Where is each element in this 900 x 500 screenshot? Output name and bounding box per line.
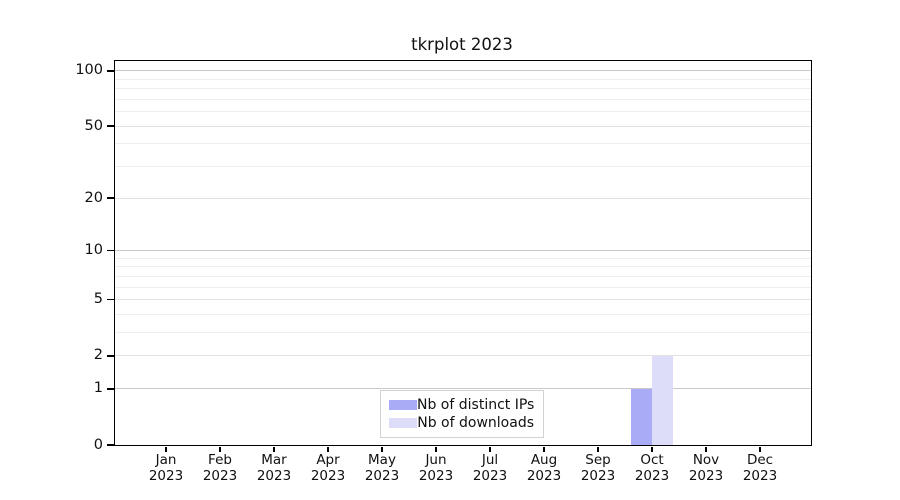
x-tick-label-year: 2023 [742, 467, 778, 484]
x-tick-label: Jan 2023 [139, 452, 193, 484]
y-tick-label: 50 [84, 117, 103, 134]
gridline [115, 314, 811, 315]
gridline [115, 143, 811, 145]
x-axis-tick [327, 446, 329, 452]
y-axis-tick [107, 444, 115, 446]
x-axis-tick [597, 446, 599, 452]
x-tick-label-year: 2023 [148, 467, 184, 484]
x-tick-label-year: 2023 [418, 467, 454, 484]
gridline [115, 275, 811, 277]
gridline [115, 355, 811, 357]
x-tick-label: Sep 2023 [571, 452, 625, 484]
bar-downloads [652, 355, 673, 445]
x-tick-label-year: 2023 [472, 467, 508, 484]
x-axis-tick [759, 446, 761, 452]
gridline [115, 166, 811, 168]
gridline [115, 266, 811, 268]
x-axis-tick [543, 446, 545, 452]
y-axis-tick [107, 249, 115, 252]
y-axis-tick [107, 355, 115, 357]
gridline [115, 197, 811, 199]
x-tick-label-year: 2023 [256, 467, 292, 484]
x-tick-label-year: 2023 [202, 467, 238, 484]
x-axis-tick [435, 446, 437, 452]
legend-label-distinct-ips: Nb of distinct IPs [417, 397, 535, 413]
gridline [115, 257, 811, 259]
x-tick-label-year: 2023 [526, 467, 562, 484]
gridline [115, 88, 811, 90]
x-axis-tick [651, 446, 653, 452]
gridline [115, 70, 811, 72]
y-tick-label: 10 [84, 242, 103, 259]
legend-item-downloads: Nb of downloads [387, 415, 537, 431]
legend-swatch-downloads [389, 418, 417, 428]
x-tick-label: May 2023 [355, 452, 409, 484]
legend-swatch-distinct-ips [389, 400, 417, 410]
y-axis-tick [107, 197, 115, 199]
x-tick-label-year: 2023 [634, 467, 670, 484]
x-axis-tick [489, 446, 491, 452]
gridline [115, 332, 811, 334]
x-tick-label: Nov 2023 [679, 452, 733, 484]
x-axis-tick [705, 446, 707, 452]
gridline [115, 78, 811, 80]
y-tick-label: 5 [93, 291, 103, 308]
y-tick-label: 20 [84, 189, 103, 206]
x-tick-label: Dec 2023 [733, 452, 787, 484]
gridline [115, 299, 811, 301]
gridline [115, 98, 811, 100]
x-axis-tick [381, 446, 383, 452]
legend-label-downloads: Nb of downloads [417, 415, 534, 431]
x-tick-label: Aug 2023 [517, 452, 571, 484]
legend-item-distinct-ips: Nb of distinct IPs [387, 397, 537, 413]
plot-area: 0 1 2 5 10 20 50 100 Jan 2023 Feb 2023 Mar 2023 Apr 202… [75, 60, 812, 483]
y-axis-tick [107, 125, 115, 127]
y-tick-label: 2 [93, 347, 103, 364]
x-tick-label: Jun 2023 [409, 452, 463, 484]
y-tick-label: 100 [75, 62, 103, 79]
x-tick-label: Mar 2023 [247, 452, 301, 484]
y-axis-tick [107, 298, 115, 301]
x-axis-tick [219, 446, 221, 452]
gridline [115, 125, 811, 127]
y-tick-label: 1 [93, 380, 103, 397]
x-tick-label-year: 2023 [364, 467, 400, 484]
gridline [115, 286, 811, 288]
gridline [115, 388, 811, 390]
x-tick-label: Jul 2023 [463, 452, 517, 484]
chart-title: tkrplot 2023 [411, 35, 513, 54]
legend: Nb of distinct IPs Nb of downloads [380, 390, 544, 438]
x-tick-label: Oct 2023 [625, 452, 679, 484]
y-axis-tick [107, 70, 115, 72]
x-tick-label: Feb 2023 [193, 452, 247, 484]
bar-distinct-ips [631, 388, 652, 445]
gridline [115, 250, 811, 252]
x-tick-label-year: 2023 [688, 467, 724, 484]
x-tick-label-year: 2023 [310, 467, 346, 484]
x-axis-tick [165, 446, 167, 452]
x-tick-label: Apr 2023 [301, 452, 355, 484]
x-tick-label-year: 2023 [580, 467, 616, 484]
y-tick-label: 0 [93, 436, 103, 453]
gridline [115, 111, 811, 113]
x-axis-tick [273, 446, 275, 452]
y-axis-tick [107, 388, 115, 390]
